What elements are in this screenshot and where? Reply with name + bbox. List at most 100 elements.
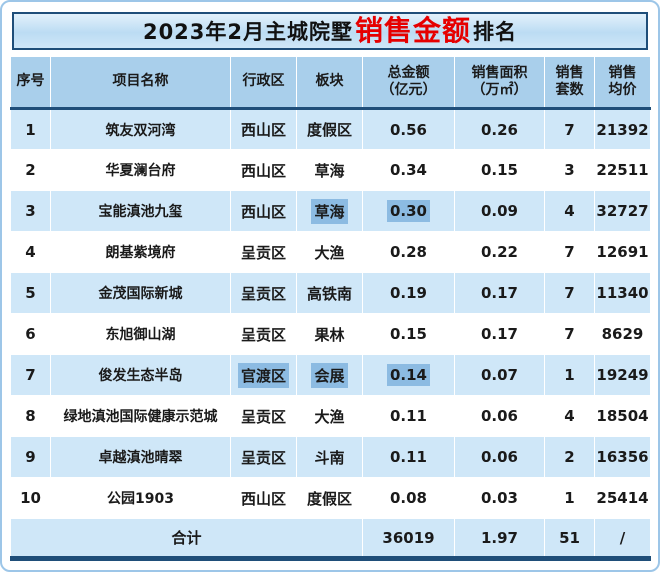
col-header-total-amount: 总金额 （亿元） (362, 56, 455, 110)
col-header-district: 行政区 (230, 56, 297, 110)
rank-cell: 5 (10, 272, 51, 314)
col-header-avg-price: 销售 均价 (594, 56, 651, 110)
total-avg-price-cell: / (594, 518, 651, 559)
project-name-cell: 金茂国际新城 (50, 272, 231, 314)
rank-cell: 2 (10, 149, 51, 191)
selected-text: 官渡区 (237, 362, 289, 388)
col-header-units-sold: 销售 套数 (544, 56, 595, 110)
sales-area-cell: 0.06 (454, 436, 545, 478)
avg-price-cell: 12691 (594, 231, 651, 273)
total-units-cell: 51 (544, 518, 595, 559)
district-cell: 官渡区 (230, 354, 297, 396)
project-name-cell: 华夏澜台府 (50, 149, 231, 191)
rank-cell: 1 (10, 108, 51, 150)
project-name-cell: 筑友双河湾 (50, 108, 231, 150)
sales-area-cell: 0.06 (454, 395, 545, 437)
district-cell: 西山区 (230, 477, 297, 519)
plate-cell: 大渔 (296, 395, 363, 437)
sales-area-cell: 0.15 (454, 149, 545, 191)
sales-area-cell: 0.17 (454, 272, 545, 314)
avg-price-cell: 11340 (594, 272, 651, 314)
avg-price-cell: 25414 (594, 477, 651, 519)
sales-area-cell: 0.09 (454, 190, 545, 232)
sales-area-cell: 0.22 (454, 231, 545, 273)
plate-cell: 草海 (296, 190, 363, 232)
plate-cell: 高铁南 (296, 272, 363, 314)
avg-price-cell: 22511 (594, 149, 651, 191)
col-header-rank: 序号 (10, 56, 51, 110)
table-row: 8 绿地滇池国际健康示范城 呈贡区 大渔 0.11 0.06 4 18504 (10, 395, 651, 437)
total-amount-cell: 0.28 (362, 231, 455, 273)
units-sold-cell: 7 (544, 313, 595, 355)
district-cell: 呈贡区 (230, 231, 297, 273)
total-amount-cell: 0.19 (362, 272, 455, 314)
project-name-cell: 宝能滇池九玺 (50, 190, 231, 232)
plate-cell: 果林 (296, 313, 363, 355)
sales-area-cell: 0.26 (454, 108, 545, 150)
rank-cell: 9 (10, 436, 51, 478)
sales-ranking-table: 序号 项目名称 行政区 板块 总金额 （亿元） 销售面积 （万㎡） 销售 套数 … (10, 56, 651, 561)
units-sold-cell: 3 (544, 149, 595, 191)
table-row: 3 宝能滇池九玺 西山区 草海 0.30 0.09 4 32727 (10, 190, 651, 232)
units-sold-cell: 1 (544, 477, 595, 519)
rank-cell: 6 (10, 313, 51, 355)
plate-cell: 会展 (296, 354, 363, 396)
avg-price-cell: 16356 (594, 436, 651, 478)
col-header-project-name: 项目名称 (50, 56, 231, 110)
units-sold-cell: 7 (544, 272, 595, 314)
district-cell: 西山区 (230, 149, 297, 191)
table-row: 6 东旭御山湖 呈贡区 果林 0.15 0.17 7 8629 (10, 313, 651, 355)
district-cell: 呈贡区 (230, 313, 297, 355)
selected-text: 草海 (311, 198, 348, 224)
rank-cell: 3 (10, 190, 51, 232)
table-row: 5 金茂国际新城 呈贡区 高铁南 0.19 0.17 7 11340 (10, 272, 651, 314)
total-label-cell: 合计 (10, 518, 363, 559)
table-row: 2 华夏澜台府 西山区 草海 0.34 0.15 3 22511 (10, 149, 651, 191)
sales-area-cell: 0.03 (454, 477, 545, 519)
table-body: 1 筑友双河湾 西山区 度假区 0.56 0.26 7 21392 2 华夏澜台府 西山区 草海 0.3… (10, 108, 651, 519)
rank-cell: 4 (10, 231, 51, 273)
selected-text: 会展 (311, 362, 348, 388)
district-cell: 呈贡区 (230, 272, 297, 314)
total-row: 合计 36019 1.97 51 / (10, 518, 651, 559)
project-name-cell: 公园1903 (50, 477, 231, 519)
header-row: 序号 项目名称 行政区 板块 总金额 （亿元） 销售面积 （万㎡） 销售 套数 … (10, 56, 651, 110)
plate-cell: 度假区 (296, 108, 363, 150)
units-sold-cell: 4 (544, 190, 595, 232)
plate-cell: 大渔 (296, 231, 363, 273)
avg-price-cell: 19249 (594, 354, 651, 396)
units-sold-cell: 7 (544, 231, 595, 273)
table-row: 7 俊发生态半岛 官渡区 会展 0.14 0.07 1 19249 (10, 354, 651, 396)
plate-cell: 斗南 (296, 436, 363, 478)
title-highlight: 销售金额 (355, 14, 472, 47)
avg-price-cell: 21392 (594, 108, 651, 150)
total-amount-cell: 0.14 (362, 354, 455, 396)
rank-cell: 8 (10, 395, 51, 437)
table-row: 10 公园1903 西山区 度假区 0.08 0.03 1 25414 (10, 477, 651, 519)
page-title: 2023年2月主城院墅 销售金额 排名 (12, 12, 648, 50)
district-cell: 西山区 (230, 108, 297, 150)
avg-price-cell: 8629 (594, 313, 651, 355)
project-name-cell: 俊发生态半岛 (50, 354, 231, 396)
total-amount-cell: 0.11 (362, 436, 455, 478)
sales-area-cell: 0.07 (454, 354, 545, 396)
avg-price-cell: 18504 (594, 395, 651, 437)
col-header-sales-area: 销售面积 （万㎡） (454, 56, 545, 110)
project-name-cell: 绿地滇池国际健康示范城 (50, 395, 231, 437)
col-header-plate: 板块 (296, 56, 363, 110)
total-amount-cell: 0.15 (362, 313, 455, 355)
total-amount-cell: 0.30 (362, 190, 455, 232)
title-prefix: 2023年2月主城院墅 (142, 20, 354, 44)
project-name-cell: 东旭御山湖 (50, 313, 231, 355)
district-cell: 西山区 (230, 190, 297, 232)
district-cell: 呈贡区 (230, 436, 297, 478)
units-sold-cell: 1 (544, 354, 595, 396)
plate-cell: 草海 (296, 149, 363, 191)
units-sold-cell: 4 (544, 395, 595, 437)
units-sold-cell: 7 (544, 108, 595, 150)
total-amount-cell: 0.08 (362, 477, 455, 519)
selected-text: 0.14 (386, 364, 430, 386)
total-amount-cell: 0.34 (362, 149, 455, 191)
project-name-cell: 卓越滇池晴翠 (50, 436, 231, 478)
